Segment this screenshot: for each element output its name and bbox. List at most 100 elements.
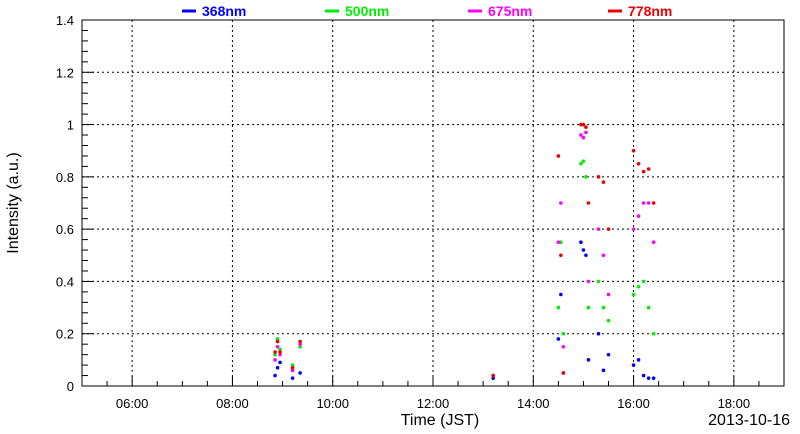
data-point-368nm [646, 376, 651, 380]
data-point-500nm [631, 292, 636, 297]
data-point-675nm [601, 253, 606, 258]
data-point-778nm [581, 122, 586, 127]
data-point-675nm [584, 130, 588, 135]
data-point-368nm [559, 292, 563, 297]
data-point-500nm [586, 305, 591, 310]
data-point-368nm [581, 248, 586, 252]
x-axis-title: Time (JST) [401, 412, 480, 429]
data-point-778nm [273, 350, 277, 354]
axis-ticks [81, 19, 785, 387]
data-point-368nm [273, 373, 277, 378]
data-point-675nm [273, 358, 277, 362]
data-point-778nm [601, 180, 606, 184]
legend-label: 675nm [488, 3, 532, 19]
data-points [273, 122, 656, 380]
data-point-675nm [636, 214, 641, 218]
data-point-368nm [584, 253, 588, 258]
data-point-675nm [646, 201, 651, 205]
data-point-368nm [556, 337, 561, 341]
data-point-675nm [596, 227, 601, 231]
data-point-778nm [584, 125, 588, 129]
data-point-778nm [275, 339, 280, 344]
data-point-368nm [596, 331, 601, 336]
y-tick-label: 0 [67, 379, 74, 394]
y-tick-label: 0.6 [56, 222, 74, 237]
data-point-778nm [579, 122, 583, 127]
legend-label: 368nm [202, 3, 246, 19]
x-tick-label: 12:00 [417, 396, 450, 411]
data-point-675nm [651, 240, 656, 245]
data-point-675nm [290, 368, 295, 373]
data-point-500nm [298, 344, 302, 349]
data-point-368nm [641, 373, 646, 378]
data-point-368nm [278, 360, 282, 365]
data-point-778nm [651, 201, 656, 205]
data-point-500nm [579, 161, 583, 166]
data-point-778nm [631, 148, 636, 153]
x-tick-label: 06:00 [116, 396, 149, 411]
y-tick-label: 1 [67, 118, 74, 133]
data-point-675nm [631, 227, 636, 231]
legend-label: 500nm [345, 3, 389, 19]
x-tick-label: 08:00 [216, 396, 249, 411]
data-point-778nm [596, 175, 601, 179]
data-point-778nm [278, 350, 282, 354]
y-tick-label: 1.2 [56, 65, 74, 80]
data-point-778nm [636, 161, 641, 166]
y-tick-label: 0.8 [56, 170, 74, 185]
grid [82, 20, 784, 386]
data-point-368nm [275, 365, 280, 370]
y-tick-label: 1.4 [56, 13, 74, 28]
data-point-675nm [278, 352, 282, 357]
data-point-368nm [579, 240, 583, 245]
data-point-500nm [556, 305, 561, 310]
data-point-675nm [586, 279, 591, 284]
data-point-675nm [641, 201, 646, 205]
data-point-500nm [601, 305, 606, 310]
data-point-778nm [559, 253, 563, 258]
data-point-675nm [579, 133, 583, 137]
data-point-500nm [651, 331, 656, 336]
y-tick-label: 0.2 [56, 327, 74, 342]
y-tick-label: 0.4 [56, 274, 74, 289]
data-point-675nm [561, 344, 566, 349]
data-point-368nm [636, 358, 641, 362]
x-tick-label: 10:00 [316, 396, 349, 411]
data-point-675nm [275, 344, 280, 349]
data-point-368nm [290, 376, 295, 380]
data-point-778nm [561, 371, 566, 375]
legend-label: 778nm [628, 3, 672, 19]
data-point-500nm [559, 240, 563, 245]
legend: 368nm 500nm 675nm 778nm [182, 3, 672, 19]
x-tick-label: 14:00 [517, 396, 550, 411]
data-point-500nm [273, 352, 277, 357]
data-point-368nm [586, 358, 591, 362]
data-point-778nm [290, 365, 295, 370]
data-point-778nm [646, 167, 651, 171]
data-point-778nm [556, 154, 561, 158]
data-point-500nm [596, 279, 601, 284]
data-point-675nm [606, 292, 611, 297]
date-label: 2013-10-16 [708, 412, 790, 429]
data-point-778nm [491, 373, 495, 378]
data-point-500nm [641, 279, 646, 284]
data-point-500nm [636, 284, 641, 289]
data-point-675nm [559, 201, 563, 205]
x-tick-label: 18:00 [718, 396, 751, 411]
y-axis-title: Intensity (a.u.) [5, 152, 22, 253]
data-point-500nm [561, 331, 566, 336]
data-point-675nm [556, 240, 561, 245]
data-point-368nm [651, 376, 656, 380]
data-point-500nm [584, 175, 588, 179]
data-point-368nm [491, 376, 495, 380]
data-point-778nm [641, 169, 646, 174]
data-point-500nm [646, 305, 651, 310]
data-point-368nm [298, 371, 302, 375]
data-point-675nm [298, 342, 302, 346]
tick-labels: 06:00 08:00 10:00 12:00 14:00 16:00 18:00 0 0.2 0… [56, 13, 750, 411]
data-point-778nm [606, 227, 611, 231]
data-point-500nm [275, 337, 280, 341]
data-point-778nm [586, 201, 591, 205]
data-point-778nm [298, 339, 302, 344]
